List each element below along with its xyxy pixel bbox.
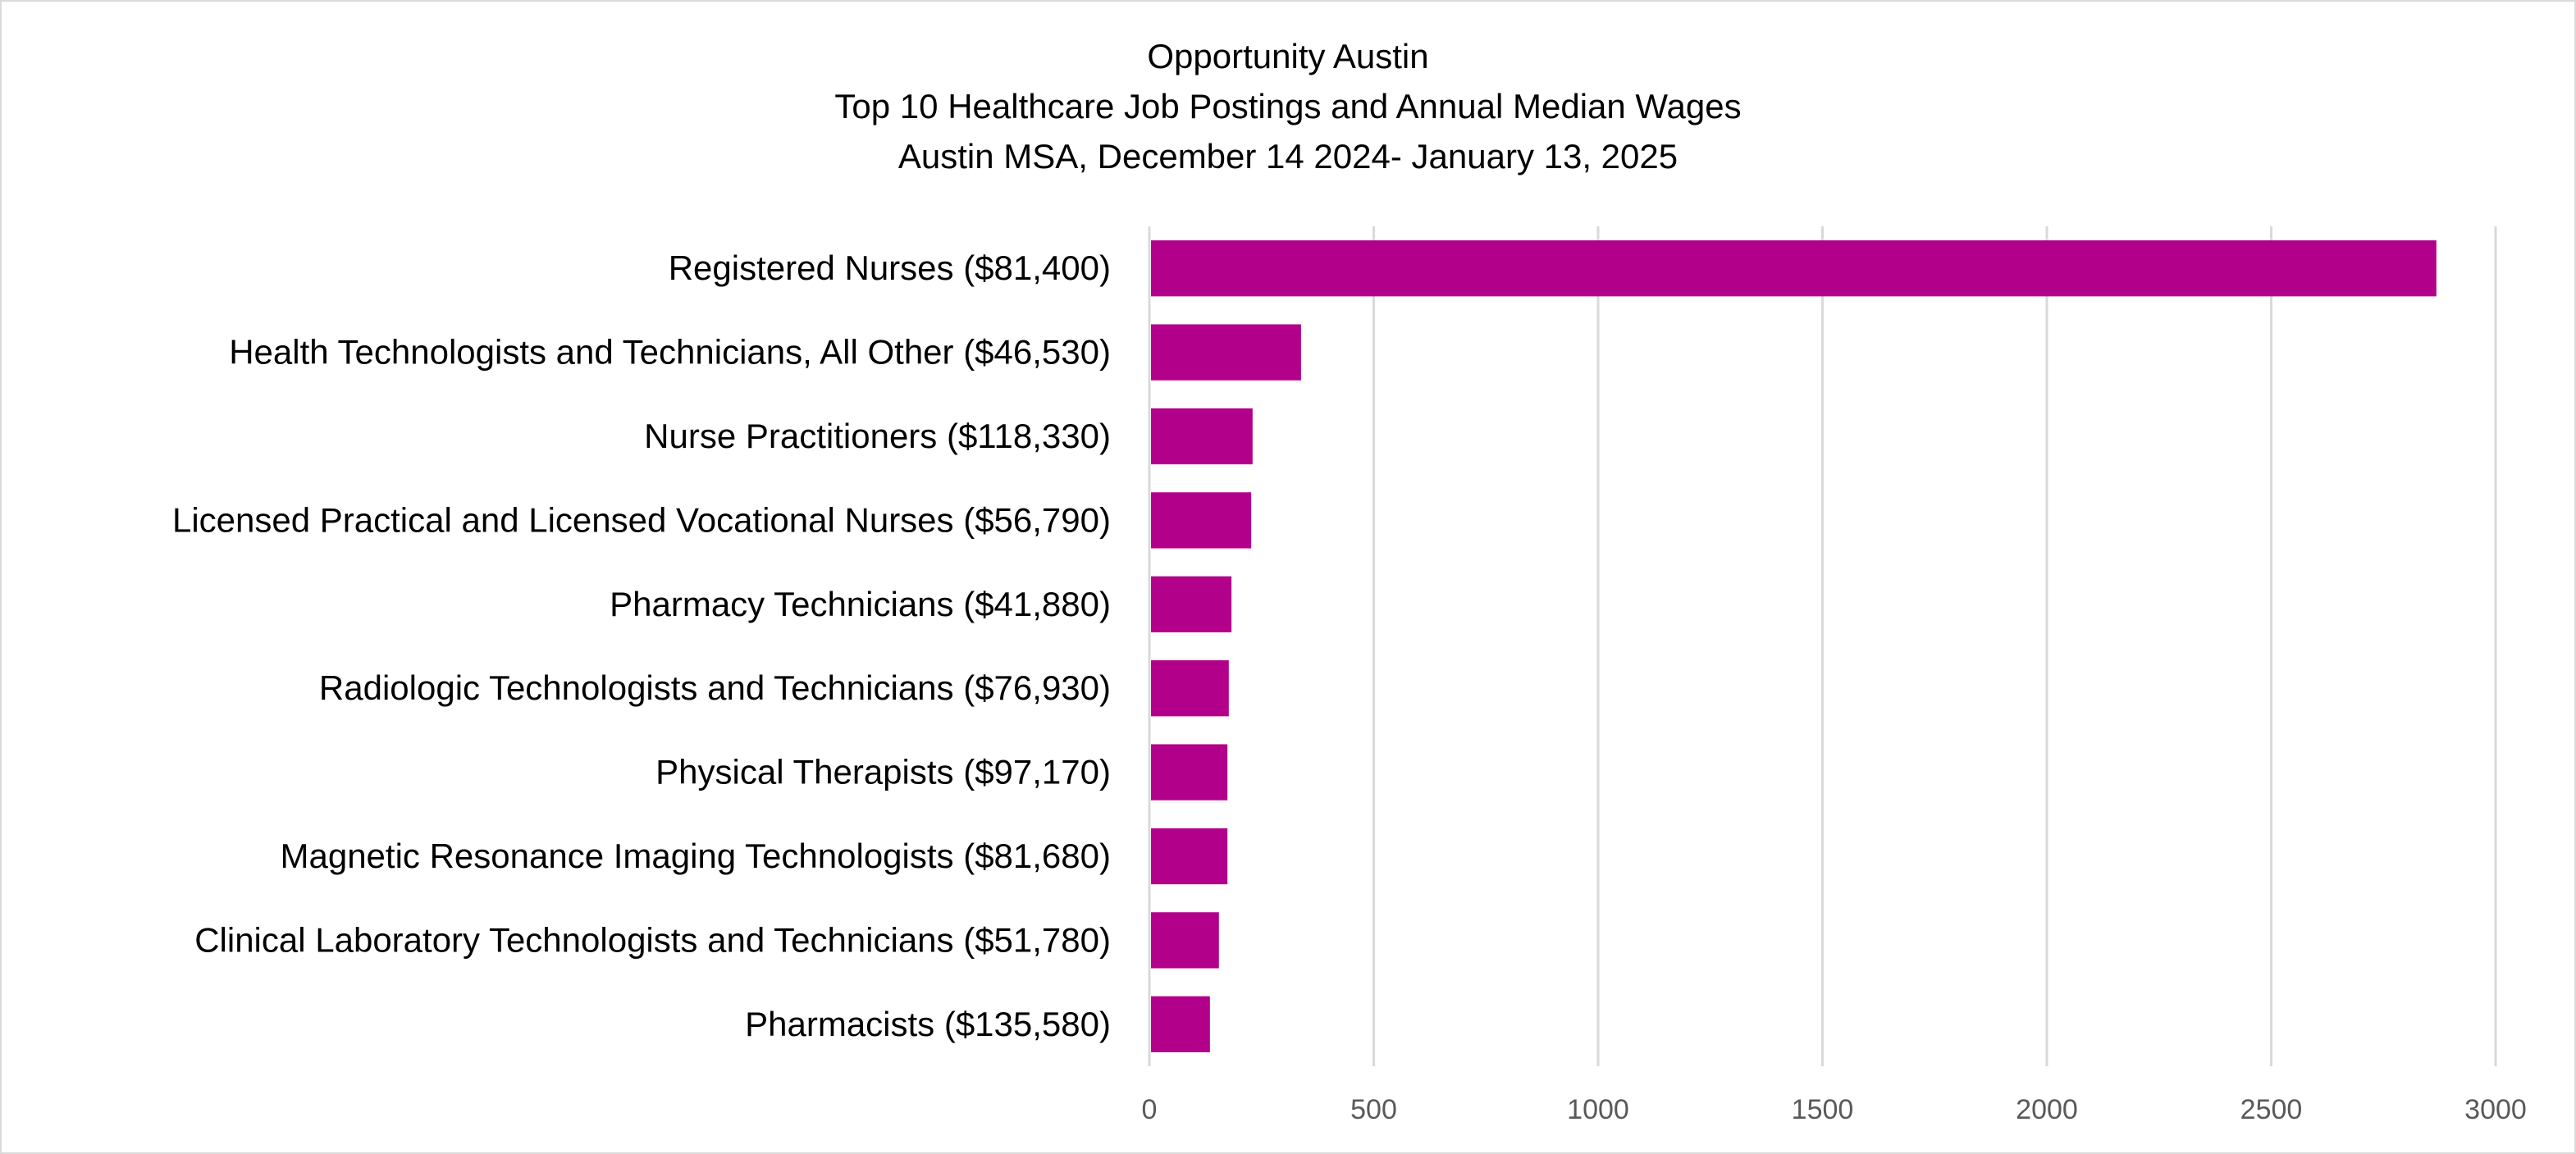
- bar: [1151, 996, 1210, 1052]
- category-label: Licensed Practical and Licensed Vocation…: [172, 500, 1111, 539]
- category-label: Health Technologists and Technicians, Al…: [229, 333, 1111, 372]
- x-tick-label: 1500: [1792, 1094, 1854, 1125]
- chart-title: Opportunity Austin Top 10 Healthcare Job…: [0, 31, 2576, 181]
- category-label: Radiologic Technologists and Technicians…: [319, 668, 1111, 707]
- x-tick-label: 2500: [2240, 1094, 2303, 1125]
- x-tick-label: 0: [1142, 1094, 1158, 1125]
- bar: [1151, 240, 2437, 297]
- bar: [1151, 828, 1228, 885]
- category-label: Registered Nurses ($81,400): [669, 249, 1111, 287]
- x-tick-label: 2000: [2016, 1094, 2078, 1125]
- bar: [1151, 408, 1253, 465]
- bar: [1151, 492, 1252, 549]
- category-label: Nurse Practitioners ($118,330): [644, 417, 1111, 455]
- bar: [1151, 744, 1228, 801]
- x-tick-label: 3000: [2464, 1094, 2527, 1125]
- category-label: Clinical Laboratory Technologists and Te…: [194, 920, 1111, 959]
- category-label: Magnetic Resonance Imaging Technologists…: [280, 837, 1111, 875]
- chart-title-line-1: Opportunity Austin: [1147, 37, 1429, 75]
- x-tick-label: 500: [1350, 1094, 1397, 1125]
- category-label: Pharmacists ($135,580): [745, 1005, 1111, 1043]
- bar: [1151, 912, 1219, 969]
- category-label: Pharmacy Technicians ($41,880): [610, 585, 1111, 623]
- bar: [1151, 576, 1232, 632]
- chart-title-line-3: Austin MSA, December 14 2024- January 13…: [897, 137, 1679, 176]
- bar: [1151, 324, 1301, 381]
- x-tick-label: 1000: [1567, 1094, 1629, 1125]
- chart-title-line-2: Top 10 Healthcare Job Postings and Annua…: [834, 87, 1742, 125]
- bar: [1151, 660, 1229, 717]
- category-label: Physical Therapists ($97,170): [655, 753, 1111, 791]
